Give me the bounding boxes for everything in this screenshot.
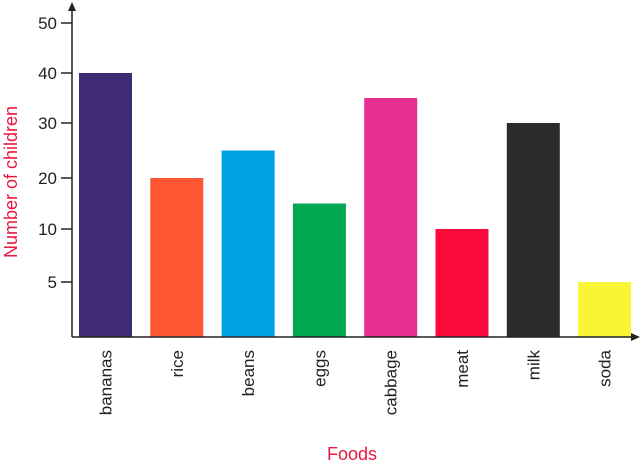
y-axis-title: Number of children — [1, 106, 21, 258]
y-axis-arrow-icon — [68, 2, 76, 11]
x-tick-label-eggs: eggs — [310, 350, 329, 387]
x-tick-label-milk: milk — [524, 350, 543, 381]
y-axis-ticks: 5 10 20 30 40 50 — [38, 14, 72, 292]
y-tick-label: 20 — [38, 169, 57, 188]
bar-cabbage — [364, 98, 418, 337]
x-axis-arrow-icon — [631, 333, 640, 341]
y-tick-label: 5 — [48, 273, 57, 292]
y-tick-label: 50 — [38, 14, 57, 33]
bar-meat — [435, 229, 489, 337]
axes — [68, 2, 640, 341]
bar-soda — [578, 282, 632, 337]
y-tick-label: 30 — [38, 114, 57, 133]
bar-bananas — [79, 73, 132, 337]
bar-milk — [506, 123, 560, 337]
bar-eggs — [292, 203, 346, 337]
x-tick-label-meat: meat — [453, 350, 472, 388]
bar-rice — [150, 178, 204, 337]
y-tick-label: 10 — [38, 220, 57, 239]
x-axis-labels: bananas rice beans eggs cabbage meat milk soda — [97, 349, 615, 415]
bars — [79, 73, 632, 337]
bar-beans — [221, 150, 275, 337]
x-tick-label-soda: soda — [596, 349, 615, 386]
x-tick-label-bananas: bananas — [97, 350, 116, 415]
x-tick-label-cabbage: cabbage — [382, 350, 401, 415]
x-tick-label-rice: rice — [168, 350, 187, 377]
x-axis-title: Foods — [327, 444, 377, 464]
y-tick-label: 40 — [38, 64, 57, 83]
x-tick-label-beans: beans — [239, 350, 258, 396]
